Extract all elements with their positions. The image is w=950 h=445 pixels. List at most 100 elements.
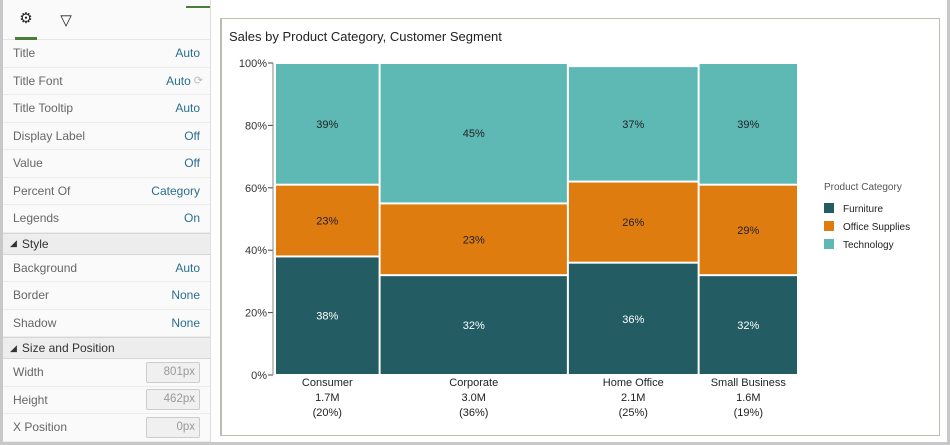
cell-label: 26%: [622, 217, 644, 229]
x-category-label: Consumer: [302, 377, 353, 389]
mosaic-cell: [276, 64, 379, 184]
property-label: Display Label: [13, 128, 86, 143]
cell-label: 29%: [737, 225, 759, 237]
chart-container: [220, 18, 940, 436]
y-tick-label: 20%: [245, 308, 267, 320]
property-label: Background: [13, 260, 78, 275]
property-value[interactable]: None: [171, 288, 200, 303]
x-category-share: (19%): [734, 407, 763, 419]
property-row: Shadow None: [3, 310, 210, 337]
mosaic-cell: [568, 67, 698, 181]
cell-label: 39%: [316, 119, 338, 131]
mosaic-cell: [276, 257, 379, 374]
y-tick-label: 40%: [245, 245, 267, 257]
property-row: Title Tooltip Auto: [3, 95, 210, 123]
property-label: Shadow: [13, 315, 57, 330]
property-row: Title Font Auto ⟳: [3, 68, 210, 95]
property-input[interactable]: 0px: [146, 416, 200, 438]
property-row: Display Label Off: [3, 123, 210, 150]
property-row: Width 801px: [3, 359, 210, 387]
size-section-header[interactable]: ◢ Size and Position: [3, 337, 210, 359]
filter-icon[interactable]: ▽: [60, 11, 72, 29]
collapse-triangle-icon: ◢: [10, 238, 17, 248]
property-label: Height: [13, 392, 48, 407]
y-tick-label: 60%: [245, 183, 267, 195]
property-value[interactable]: On: [183, 211, 200, 226]
cell-label: 39%: [737, 119, 759, 131]
properties-panel: ⚙ ▽ Title Auto Title Font Auto ⟳ Title Toolti…: [3, 0, 211, 442]
property-label: Width: [13, 365, 44, 380]
property-label: Title: [13, 46, 36, 61]
y-tick-label: 80%: [245, 120, 267, 132]
x-category-share: (25%): [619, 407, 648, 419]
mosaic-cell: [380, 276, 567, 374]
property-value[interactable]: Off: [184, 128, 200, 143]
section-title: Style: [21, 236, 49, 251]
property-row: Background Auto: [3, 255, 210, 282]
mosaic-cell: [699, 64, 797, 184]
property-label: Border: [13, 288, 50, 303]
mosaic-cell: [568, 263, 698, 374]
mosaic-cell: [276, 185, 379, 256]
chart-title: Sales by Product Category, Customer Segm…: [229, 29, 502, 44]
x-category-total: 2.1M: [621, 392, 645, 404]
cell-label: 32%: [737, 320, 759, 332]
style-section-header[interactable]: ◢ Style: [3, 232, 210, 255]
cell-label: 45%: [463, 128, 485, 140]
cell-label: 23%: [463, 234, 485, 246]
property-label: Title Tooltip: [13, 101, 74, 116]
mosaic-cell: [699, 276, 797, 374]
legend-swatch: [824, 239, 834, 249]
property-row: Border None: [3, 282, 210, 310]
cell-label: 32%: [463, 320, 485, 332]
property-row: Percent Of Category: [3, 178, 210, 205]
cell-label: 37%: [622, 119, 644, 131]
legend-title: Product Category: [824, 182, 902, 193]
property-row: Title Auto: [3, 40, 210, 68]
section-title: Size and Position: [21, 341, 115, 355]
x-category-share: (20%): [313, 407, 342, 419]
x-category-label: Small Business: [711, 377, 787, 389]
x-category-total: 1.7M: [315, 392, 339, 404]
cell-label: 23%: [316, 216, 338, 228]
x-category-total: 3.0M: [462, 392, 486, 404]
legend-item: Office Supplies: [843, 222, 910, 233]
x-category-total: 1.6M: [736, 392, 760, 404]
property-label: Value: [13, 156, 43, 171]
property-row: Value Off: [3, 150, 210, 178]
tab-indicator: [186, 6, 210, 8]
mosaic-cell: [380, 64, 567, 203]
collapse-triangle-icon: ◢: [10, 342, 17, 353]
cell-label: 36%: [622, 314, 644, 326]
property-value[interactable]: None: [171, 315, 200, 330]
property-value[interactable]: Auto: [175, 46, 200, 61]
property-value[interactable]: Category: [151, 183, 200, 198]
property-input[interactable]: 462px: [146, 389, 200, 411]
property-row: Legends On: [3, 205, 210, 233]
property-input[interactable]: 801px: [146, 361, 200, 383]
cell-label: 38%: [316, 311, 338, 323]
mosaic-cell: [380, 204, 567, 275]
property-label: Title Font: [13, 73, 63, 88]
property-value[interactable]: Auto: [166, 73, 191, 88]
legend-item: Furniture: [843, 204, 883, 215]
property-label: X Position: [13, 420, 68, 435]
x-category-label: Home Office: [603, 377, 664, 389]
gear-icon[interactable]: ⚙: [15, 0, 37, 40]
property-label: Legends: [13, 211, 60, 226]
property-row: Height 462px: [3, 387, 210, 414]
property-value[interactable]: Off: [184, 156, 200, 171]
legend-swatch: [824, 203, 834, 213]
mosaic-cell: [568, 182, 698, 262]
mosaic-cell: [699, 185, 797, 275]
property-row: X Position 0px: [3, 414, 210, 442]
y-tick-label: 100%: [239, 58, 267, 70]
panel-tabs: ⚙ ▽: [3, 0, 210, 40]
property-label: Percent Of: [13, 183, 71, 198]
property-value[interactable]: Auto: [175, 260, 200, 275]
property-value[interactable]: Auto: [175, 101, 200, 116]
reset-icon[interactable]: ⟳: [193, 75, 203, 88]
legend-swatch: [824, 221, 834, 231]
y-tick-label: 0%: [251, 370, 267, 382]
